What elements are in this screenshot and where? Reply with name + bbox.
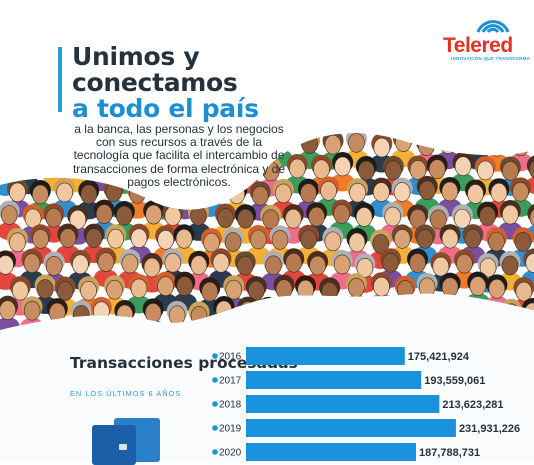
bar-2018 [246,395,440,413]
bar-category-label: 2016 [219,352,242,363]
bar-value-label: 187,788,731 [419,447,480,459]
chart-title: Transacciones procesadas [70,354,298,372]
credit-card-icon [92,425,136,465]
bar-bullet-2019 [212,425,218,431]
bar-value-label: 175,421,924 [408,351,470,363]
bar-bullet-2017 [212,377,218,383]
brand-logo-name: Telered [443,34,513,57]
bar-category-label: 2017 [219,376,242,387]
bar-2019 [246,419,456,437]
bar-value-label: 193,559,061 [424,375,485,387]
bar-category-label: 2018 [219,400,242,411]
headline-accent-bar [58,47,62,112]
bar-bullet-2020 [212,449,218,455]
headline-line-3: a todo el país [72,94,259,123]
bar-2020 [246,443,416,461]
bar-2016 [246,347,405,365]
chart-subtitle: EN LOS ÚLTIMOS 6 AÑOS [70,389,182,398]
wifi-signal-icon [476,20,510,34]
headline: Unimos y conectamos a todo el país [72,44,272,122]
headline-line-1: Unimos y [72,42,200,71]
headline-line-2: conectamos [72,68,238,97]
bar-value-label: 213,623,281 [442,399,503,411]
bar-bullet-2018 [212,401,218,407]
bar-value-label: 231,931,226 [459,423,520,435]
description-text: a la banca, las personas y los negocios … [72,122,286,189]
bar-2017 [246,371,422,389]
brand-logo-tagline: INNOVACIÓN QUE TRANSFORMA [451,56,531,61]
transactions-bar-chart: 2016 175,421,924 2017 193,559,061 2018 213,62… [212,347,520,461]
bar-bullet-2016 [212,353,218,359]
bar-category-label: 2019 [219,424,242,435]
bar-category-label: 2020 [219,448,242,459]
card-chip-icon [119,444,127,450]
